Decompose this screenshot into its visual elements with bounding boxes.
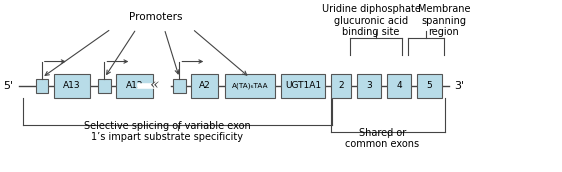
- Bar: [173, 79, 185, 93]
- Text: 5': 5': [3, 81, 13, 91]
- Text: «: «: [149, 78, 159, 92]
- Bar: [225, 74, 275, 98]
- Bar: [116, 74, 152, 98]
- Bar: [98, 79, 111, 93]
- Text: 3': 3': [454, 81, 464, 91]
- Bar: [280, 74, 325, 98]
- Bar: [387, 74, 411, 98]
- Text: Uridine diphosphate
glucuronic acid
binding site: Uridine diphosphate glucuronic acid bind…: [321, 4, 420, 37]
- Bar: [417, 74, 442, 98]
- Text: A12: A12: [126, 82, 143, 90]
- Bar: [53, 74, 90, 98]
- Bar: [357, 74, 381, 98]
- Text: 3: 3: [366, 82, 372, 90]
- Bar: [191, 74, 218, 98]
- Text: 5: 5: [427, 82, 432, 90]
- Text: A2: A2: [198, 82, 210, 90]
- Text: A(TA)₆TAA: A(TA)₆TAA: [232, 83, 268, 89]
- Text: Selective splicing of variable exon
1’s impart substrate specificity: Selective splicing of variable exon 1’s …: [84, 121, 251, 142]
- Text: A13: A13: [63, 82, 80, 90]
- Text: UGT1A1: UGT1A1: [285, 82, 321, 90]
- Text: 4: 4: [396, 82, 402, 90]
- Text: 2: 2: [338, 82, 344, 90]
- Text: Promoters: Promoters: [129, 12, 183, 22]
- Text: Shared or
common exons: Shared or common exons: [345, 127, 419, 149]
- Bar: [331, 74, 351, 98]
- Text: Membrane
spanning
region: Membrane spanning region: [418, 4, 470, 37]
- Bar: [35, 79, 48, 93]
